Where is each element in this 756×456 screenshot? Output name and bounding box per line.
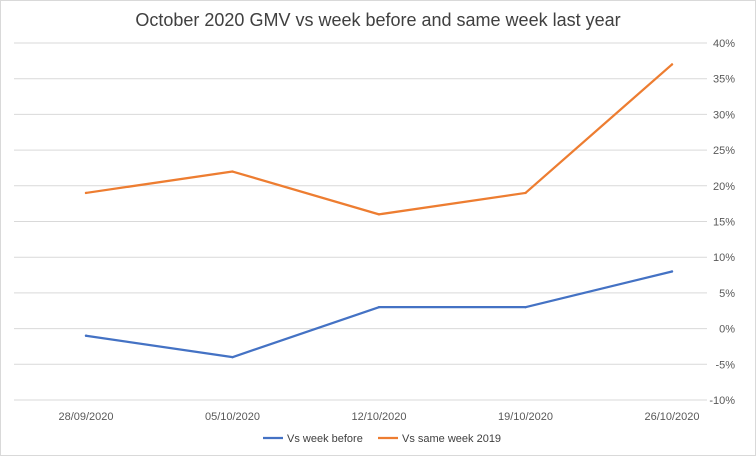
x-tick-label: 12/10/2020 xyxy=(351,411,406,423)
x-tick-label: 05/10/2020 xyxy=(205,411,260,423)
y-tick-label: -10% xyxy=(709,395,735,407)
y-tick-label: 15% xyxy=(713,217,735,229)
y-tick-label: 40% xyxy=(713,38,735,50)
y-tick-label: -5% xyxy=(715,359,735,371)
y-tick-label: 0% xyxy=(719,324,735,336)
data-point xyxy=(84,334,88,337)
x-axis-tick-labels: 28/09/2020 05/10/2020 12/10/2020 19/10/2020… xyxy=(58,411,699,423)
data-point xyxy=(231,170,234,173)
data-point xyxy=(231,355,234,359)
y-tick-label: 25% xyxy=(713,145,735,157)
data-point xyxy=(670,270,674,273)
series-line-2 xyxy=(84,63,674,216)
x-tick-label: 26/10/2020 xyxy=(644,411,699,423)
data-point xyxy=(524,305,527,309)
y-tick-label: 10% xyxy=(713,252,735,264)
legend-label: Vs week before xyxy=(287,433,363,445)
data-point xyxy=(377,213,381,216)
chart-title: October 2020 GMV vs week before and same… xyxy=(135,10,621,30)
data-point xyxy=(84,191,88,195)
y-tick-label: 5% xyxy=(719,288,735,300)
y-axis-tick-labels: 40% 35% 30% 25% 20% 15% 10% 5% 0% -5% -10% xyxy=(709,38,735,407)
legend: Vs week before Vs same week 2019 xyxy=(263,433,501,445)
series-lines xyxy=(84,63,674,359)
data-point xyxy=(377,305,381,309)
legend-label: Vs same week 2019 xyxy=(402,433,501,445)
data-point xyxy=(670,63,674,66)
y-tick-label: 35% xyxy=(713,74,735,86)
series-line-1 xyxy=(84,270,674,359)
data-point xyxy=(524,191,527,195)
y-tick-label: 20% xyxy=(713,181,735,193)
gridlines xyxy=(14,42,707,401)
y-tick-label: 30% xyxy=(713,109,735,121)
x-tick-label: 28/09/2020 xyxy=(58,411,113,423)
x-tick-label: 19/10/2020 xyxy=(498,411,553,423)
